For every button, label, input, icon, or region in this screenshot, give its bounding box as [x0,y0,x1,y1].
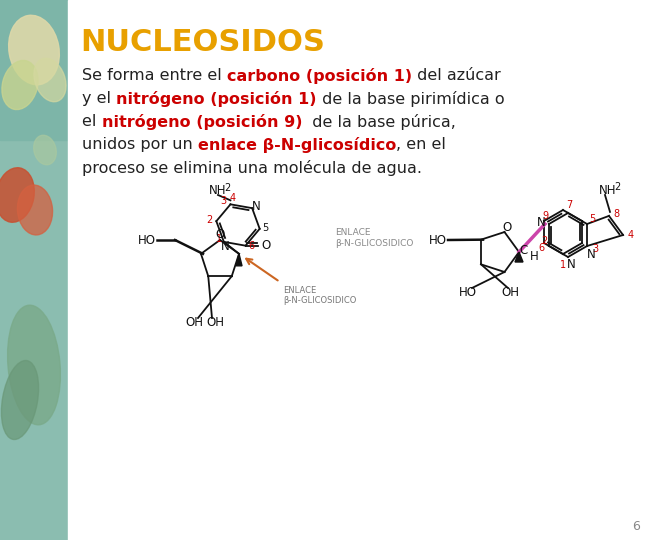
Text: OH: OH [206,315,224,328]
Text: ENLACE
β-N-GLICOSIDICO: ENLACE β-N-GLICOSIDICO [283,286,357,306]
Text: carbono (posición 1): carbono (posición 1) [227,68,412,84]
Polygon shape [515,252,523,262]
Text: C: C [520,244,528,256]
Text: unidos por un: unidos por un [82,137,198,152]
Text: 2: 2 [614,182,620,192]
Text: O: O [215,227,225,240]
Text: NH: NH [599,184,617,197]
Text: 4: 4 [628,230,634,240]
Text: 6: 6 [248,241,254,251]
Text: Se forma entre el: Se forma entre el [82,68,227,83]
Text: OH: OH [501,286,519,299]
Text: 1: 1 [216,234,222,244]
Polygon shape [236,254,242,266]
Text: H: H [529,251,539,264]
Text: , en el: , en el [396,137,446,152]
Text: de la base púrica,: de la base púrica, [302,114,456,130]
Text: nitrógeno (posición 1): nitrógeno (posición 1) [116,91,317,107]
Text: NUCLEOSIDOS: NUCLEOSIDOS [80,28,325,57]
Text: 7: 7 [566,200,572,210]
Text: 3: 3 [592,244,598,254]
Ellipse shape [0,168,35,222]
Text: O: O [503,220,512,233]
Text: HO: HO [459,286,477,299]
Text: 6: 6 [538,243,544,253]
Text: N: N [220,240,230,253]
Text: 1: 1 [560,260,566,270]
Text: de la base pirimídica o: de la base pirimídica o [317,91,504,107]
Text: 2: 2 [206,215,213,225]
Text: proceso se elimina una molécula de agua.: proceso se elimina una molécula de agua. [82,160,422,176]
Ellipse shape [1,361,38,440]
Text: 5: 5 [589,214,595,224]
Text: el: el [82,114,102,129]
Text: y el: y el [82,91,116,106]
Text: N: N [537,215,545,228]
Text: O: O [261,239,270,252]
Text: enlace β-N-glicosídico: enlace β-N-glicosídico [198,137,396,153]
Text: ENLACE
β-N-GLICOSIDICO: ENLACE β-N-GLICOSIDICO [335,228,413,248]
Text: OH: OH [185,315,203,328]
Ellipse shape [8,305,61,425]
Text: 4: 4 [230,193,235,204]
Text: 2: 2 [224,183,230,193]
Ellipse shape [34,135,56,165]
Bar [0,0,68,540]
Text: 3: 3 [220,197,226,206]
Text: N: N [567,259,575,272]
Text: HO: HO [429,233,447,246]
Text: N: N [587,247,595,260]
Text: del azúcar: del azúcar [412,68,501,83]
Text: NH: NH [209,185,227,198]
Bar [68,0,652,540]
Text: nitrógeno (posición 9): nitrógeno (posición 9) [102,114,302,130]
Text: 5: 5 [263,223,269,233]
Ellipse shape [34,58,66,102]
Text: 8: 8 [613,209,619,219]
Text: 6: 6 [632,519,640,532]
Ellipse shape [18,185,53,235]
Bar [0,0,68,140]
Text: 9: 9 [542,211,548,221]
Text: 2: 2 [541,236,547,246]
Text: HO: HO [138,233,156,246]
Ellipse shape [2,60,38,110]
Ellipse shape [8,15,59,85]
Text: N: N [252,200,261,213]
